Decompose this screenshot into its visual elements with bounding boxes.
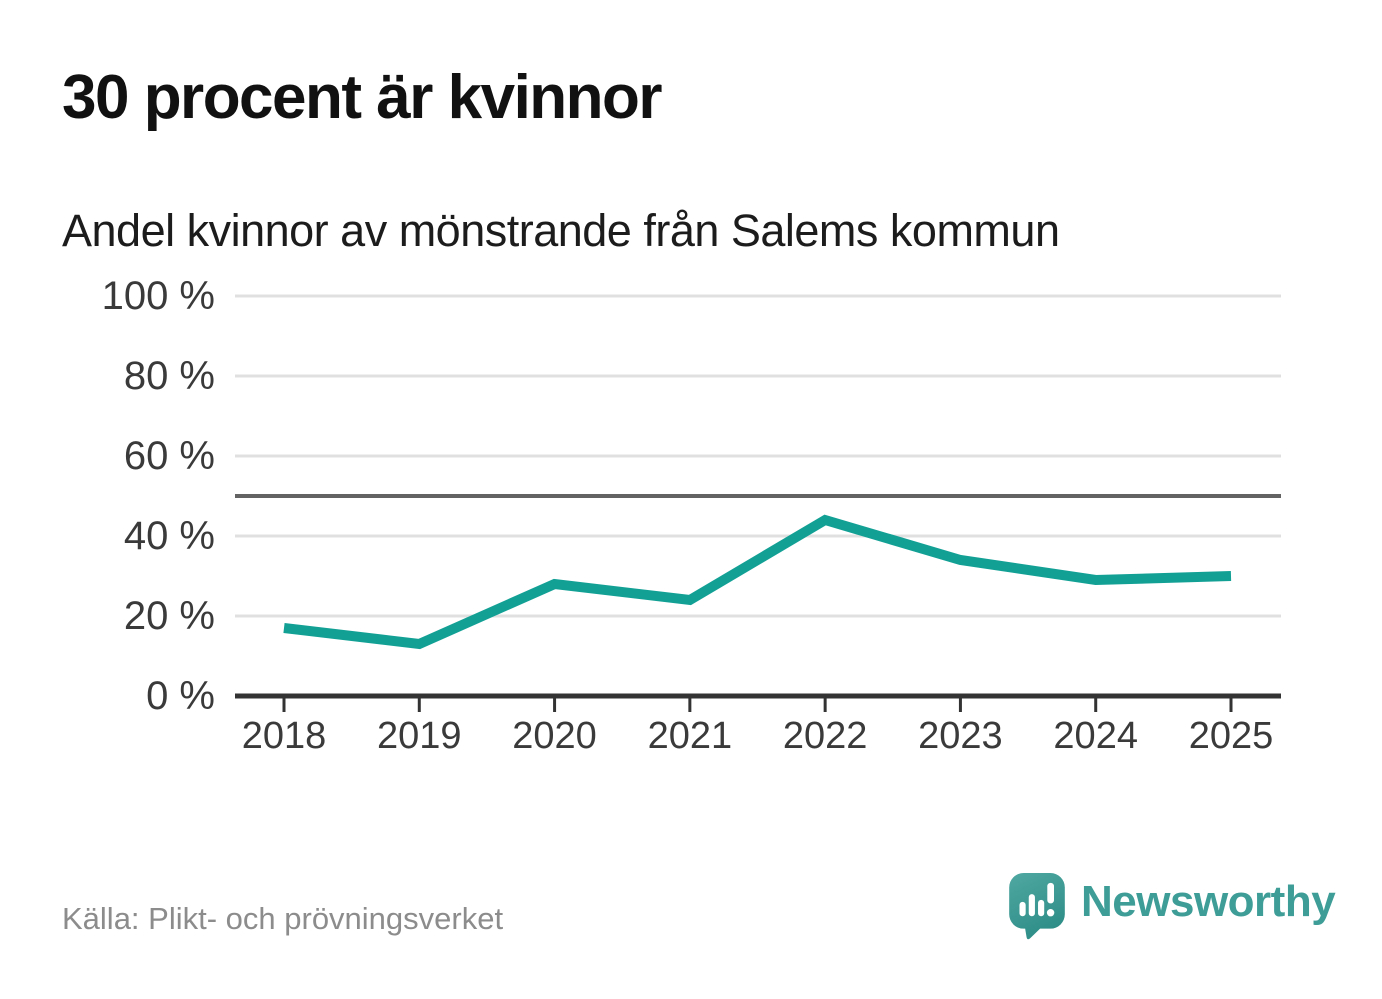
- x-axis-label: 2024: [1053, 715, 1138, 757]
- newsworthy-logo[interactable]: Newsworthy: [1008, 872, 1336, 940]
- newsworthy-logo-text: Newsworthy: [1081, 877, 1336, 926]
- speech-bubble-shape: [1009, 873, 1065, 940]
- x-axis-label: 2025: [1188, 715, 1274, 757]
- y-axis-label: 60 %: [123, 434, 215, 478]
- x-axis-label: 2019: [377, 715, 462, 757]
- y-axis-label: 20 %: [123, 594, 215, 638]
- data-line-andel-kvinnor: [283, 514, 1232, 650]
- y-axis-label: 100 %: [101, 274, 215, 318]
- y-axis-label: 80 %: [123, 354, 215, 398]
- newsworthy-logo-icon: [1009, 873, 1065, 940]
- source-note: Källa: Plikt- och prövningsverket: [62, 901, 504, 936]
- x-axis-label: 2018: [241, 715, 327, 757]
- chart-subtitle: Andel kvinnor av mönstrande från Salems …: [62, 205, 1060, 256]
- y-axis-label: 0 %: [146, 674, 215, 718]
- x-axis-ticks: [282, 698, 1233, 712]
- chart-title: 30 procent är kvinnor: [62, 63, 663, 132]
- y-axis-label: 40 %: [123, 514, 215, 558]
- bar-chart-glyph: [1019, 882, 1055, 917]
- x-axis-label: 2022: [782, 715, 868, 757]
- x-axis-label: 2023: [918, 715, 1003, 757]
- gridlines: [235, 294, 1281, 618]
- x-axis-label: 2021: [647, 715, 733, 757]
- x-axis-label: 2020: [512, 715, 597, 757]
